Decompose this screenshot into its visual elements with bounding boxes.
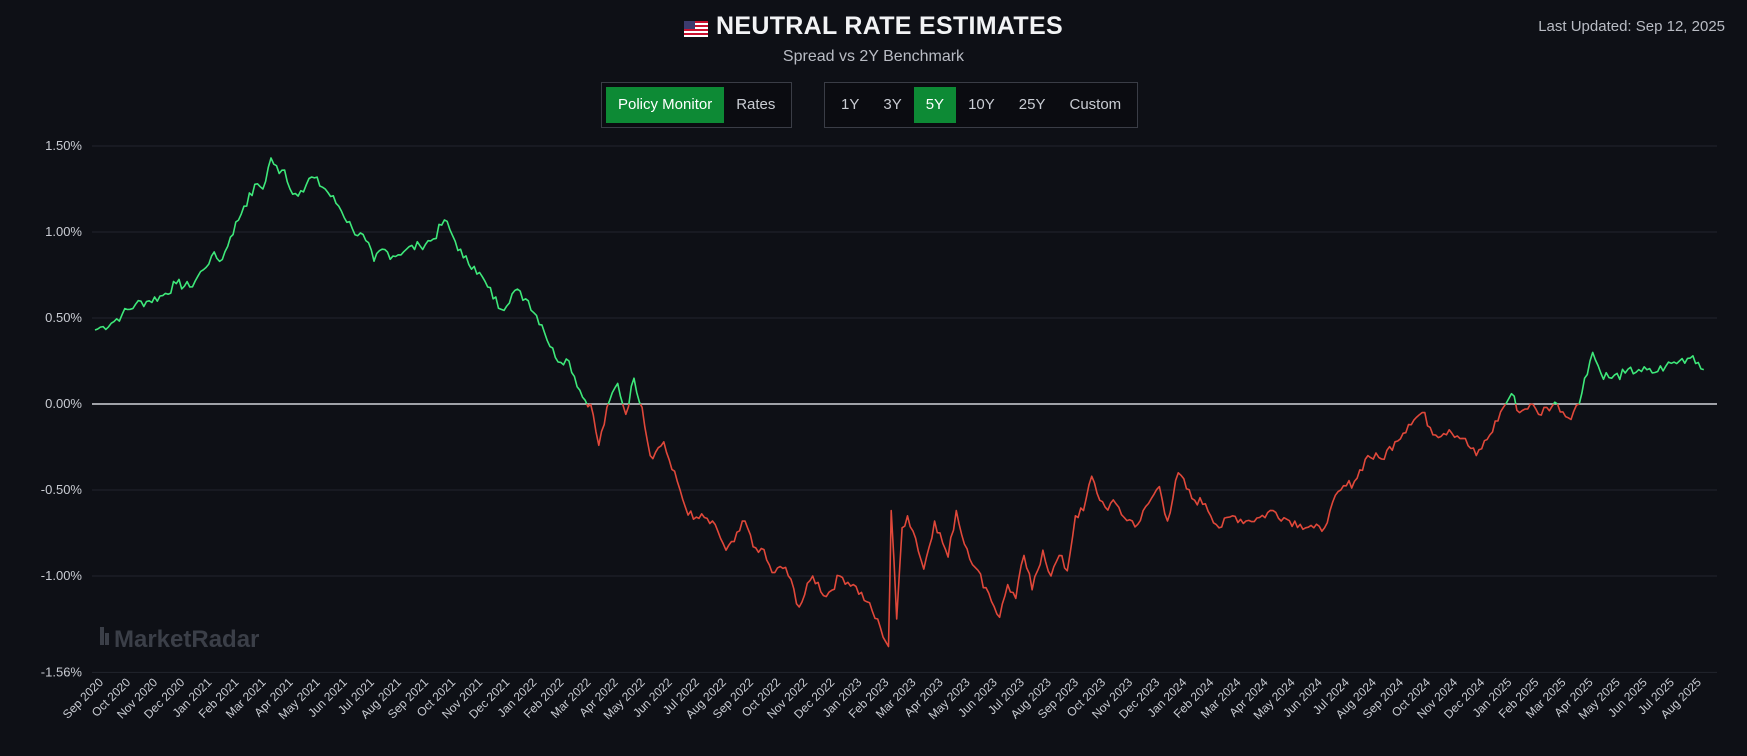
last-updated: Last Updated: Sep 12, 2025: [1538, 18, 1725, 35]
series-line-positive: [1578, 351, 1704, 405]
series-line-positive: [1505, 392, 1517, 405]
range-toggle: 1Y 3Y 5Y 10Y 25Y Custom: [824, 82, 1139, 128]
range-10y-button[interactable]: 10Y: [968, 96, 995, 113]
series-line-negative: [621, 403, 630, 416]
watermark: MarketRadar: [100, 625, 259, 654]
policy-monitor-button[interactable]: Policy Monitor: [606, 87, 725, 123]
title-row: NEUTRAL RATE ESTIMATES: [0, 12, 1747, 44]
y-tick-label: -1.00%: [41, 568, 83, 583]
y-tick-label: -1.56%: [41, 664, 83, 679]
range-3y-button[interactable]: 3Y: [883, 96, 902, 113]
range-25y-button[interactable]: 25Y: [1018, 96, 1046, 113]
series-line-positive: [1552, 401, 1558, 405]
page-subtitle: Spread vs 2Y Benchmark: [782, 48, 965, 65]
y-tick-label: 0.00%: [45, 396, 82, 411]
range-custom-button[interactable]: Custom: [1069, 96, 1122, 113]
series-line-positive: [94, 157, 588, 405]
us-flag-icon: [684, 15, 709, 44]
series-line-negative: [1530, 403, 1555, 416]
series-line-positive: [607, 382, 624, 405]
page-title: NEUTRAL RATE ESTIMATES: [716, 12, 1063, 40]
y-tick-label: 1.00%: [45, 224, 82, 239]
series-line-positive: [628, 377, 642, 405]
range-5y-button[interactable]: 5Y: [913, 87, 957, 123]
watermark-text: MarketRadar: [114, 625, 260, 653]
view-toggle: Policy Monitor Rates: [601, 82, 793, 128]
series-line-negative: [1514, 403, 1532, 414]
range-1y-button[interactable]: 1Y: [841, 96, 860, 113]
series-line-negative: [586, 403, 592, 408]
y-tick-label: 0.50%: [45, 310, 82, 325]
series-line-negative: [1556, 403, 1580, 421]
rates-button[interactable]: Rates: [736, 96, 776, 113]
series-line-negative: [589, 403, 609, 447]
header: NEUTRAL RATE ESTIMATES Spread vs 2Y Benc…: [0, 0, 1747, 140]
marketradar-logo-icon: [100, 625, 110, 654]
series-line-negative: [639, 403, 1507, 648]
y-tick-label: -0.50%: [41, 482, 83, 497]
y-tick-label: 1.50%: [45, 138, 82, 153]
